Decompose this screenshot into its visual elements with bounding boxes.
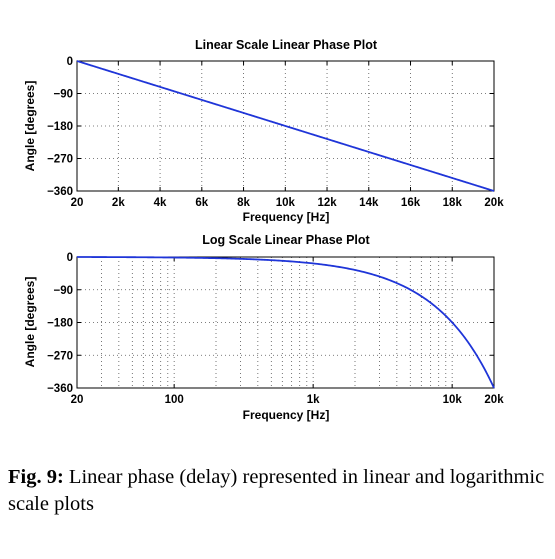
caption-label: Fig. 9: (8, 466, 64, 488)
x-axis-label: Frequency [Hz] (243, 210, 330, 224)
x-tick-label: 12k (317, 197, 337, 209)
y-tick-label: −360 (47, 383, 73, 395)
x-tick-label: 20k (484, 197, 504, 209)
chart-title: Linear Scale Linear Phase Plot (195, 38, 378, 52)
x-tick-label: 20 (71, 394, 84, 406)
x-tick-label: 14k (359, 197, 379, 209)
y-tick-label: 0 (67, 252, 73, 264)
x-axis-label: Frequency [Hz] (243, 408, 330, 422)
chart-title: Log Scale Linear Phase Plot (202, 233, 370, 247)
y-tick-label: −180 (47, 121, 73, 133)
x-tick-label: 1k (307, 394, 320, 406)
y-tick-label: −180 (47, 318, 73, 330)
x-tick-label: 100 (165, 394, 184, 406)
y-tick-label: −360 (47, 186, 73, 198)
x-tick-label: 6k (195, 197, 208, 209)
x-tick-label: 10k (443, 394, 463, 406)
y-tick-label: −90 (53, 285, 73, 297)
x-tick-label: 16k (401, 197, 421, 209)
y-tick-label: −270 (47, 350, 73, 362)
x-tick-label: 8k (237, 197, 250, 209)
x-tick-label: 2k (112, 197, 125, 209)
phase-series-line (77, 256, 495, 389)
y-axis-label: Angle [degrees] (23, 277, 37, 368)
y-axis-label: Angle [degrees] (23, 81, 37, 172)
log-scale-chart: Log Scale Linear Phase Plot 20 100 1k 10k 20… (23, 233, 504, 422)
x-tick-label: 20 (71, 197, 84, 209)
caption-text: Linear phase (delay) represented in line… (8, 466, 545, 515)
y-tick-label: 0 (67, 56, 73, 68)
x-tick-label: 18k (443, 197, 463, 209)
x-tick-label: 10k (276, 197, 296, 209)
y-tick-label: −270 (47, 154, 73, 166)
figure-caption: Fig. 9: Linear phase (delay) represented… (8, 464, 553, 518)
phase-series-line (76, 60, 495, 192)
x-tick-label: 20k (484, 394, 504, 406)
figure: Linear Scale Linear Phase Plot 20 2k 4k 6k 8… (23, 38, 504, 422)
x-tick-label: 4k (154, 197, 167, 209)
linear-scale-chart: Linear Scale Linear Phase Plot 20 2k 4k 6k 8… (23, 38, 504, 224)
y-tick-label: −90 (53, 89, 73, 101)
